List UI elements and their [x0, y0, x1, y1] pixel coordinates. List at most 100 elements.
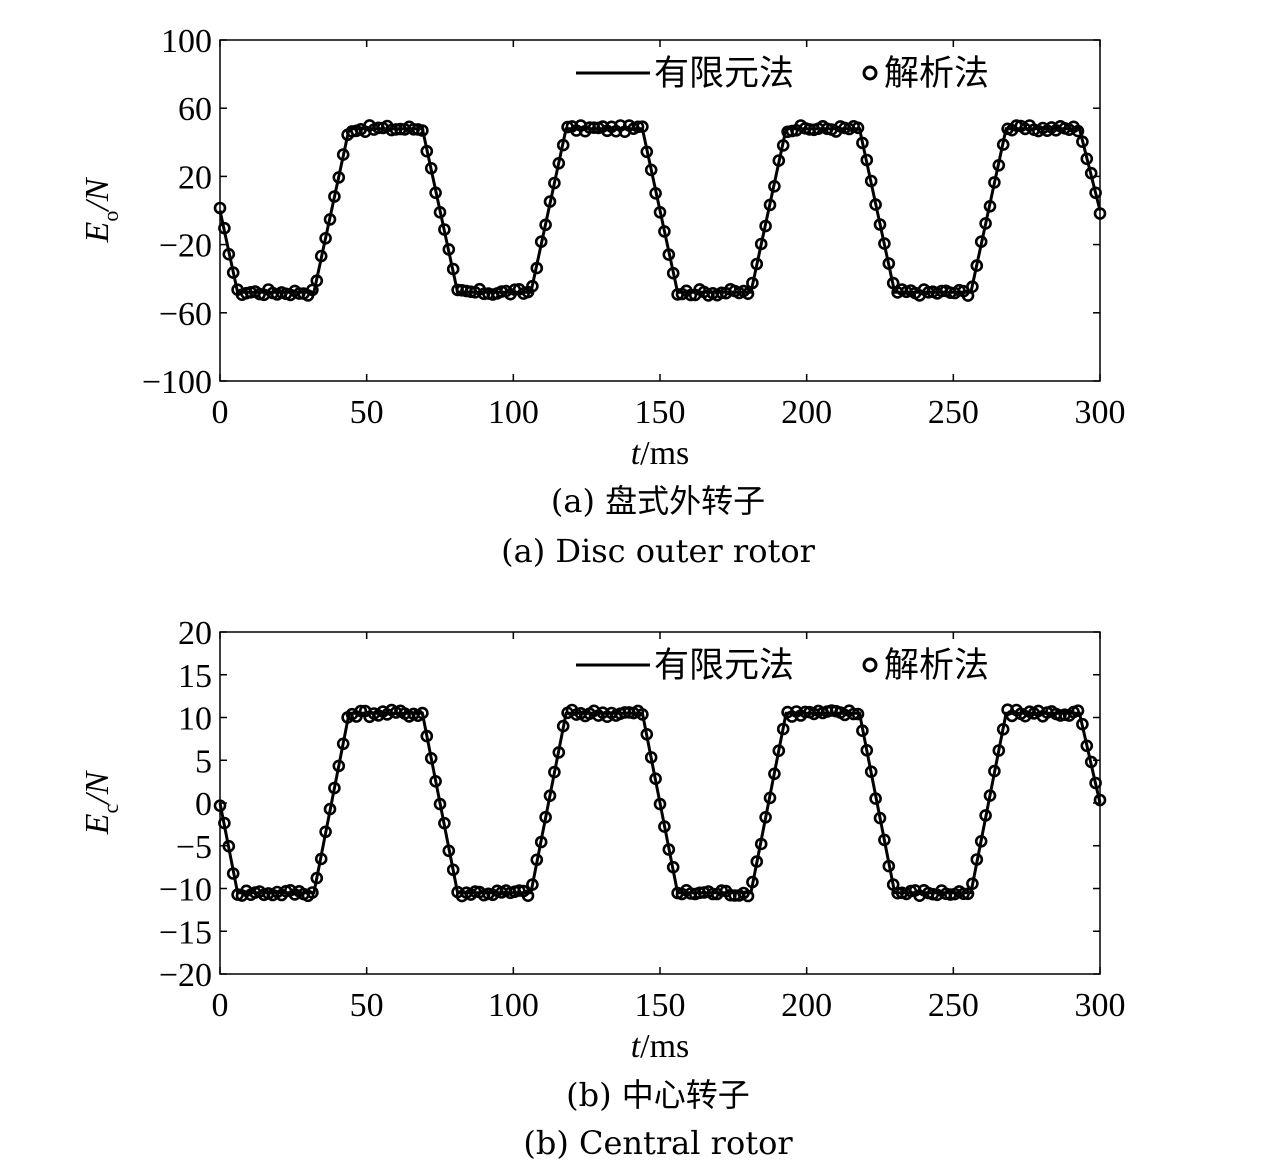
analytic-point	[746, 276, 759, 290]
analytic-point	[856, 724, 869, 738]
caption-english: (b) Central rotor	[523, 1124, 793, 1162]
analytic-point	[530, 853, 544, 867]
analytic-point	[869, 198, 882, 211]
analytic-point	[323, 213, 337, 226]
analytic-point	[429, 774, 442, 788]
x-tick-label: 0	[212, 987, 229, 1024]
analytic-point	[763, 791, 777, 805]
y-axis-subscript: o	[98, 211, 123, 222]
analytic-point	[446, 863, 460, 877]
analytic-point	[438, 816, 451, 830]
y-tick-label: −5	[176, 829, 212, 866]
analytic-point	[1071, 124, 1085, 138]
analytic-point	[314, 852, 328, 866]
x-tick-label: 100	[488, 394, 539, 431]
analytic-point	[213, 201, 227, 215]
legend-circle-swatch	[862, 65, 878, 81]
x-tick-label: 150	[635, 987, 686, 1024]
analytic-point	[526, 878, 539, 891]
analytic-point	[336, 148, 350, 161]
y-tick-label: 15	[178, 658, 212, 695]
analytic-point	[354, 704, 368, 718]
analytic-point	[961, 887, 975, 901]
chart-central-rotor: 0 50 100 150 200 250 30020151050−5−10−15−20t/m…	[79, 615, 1126, 1162]
analytic-point	[446, 262, 460, 276]
analytic-point	[988, 176, 1001, 189]
legend-fem-label: 有限元法	[654, 54, 794, 94]
legend-analytic-label: 解析法	[884, 646, 989, 686]
analytic-point	[543, 195, 557, 208]
analytic-point	[306, 886, 319, 899]
analytic-point	[1076, 717, 1089, 731]
analytic-point	[332, 171, 346, 184]
analytic-point	[1093, 793, 1107, 807]
analytic-point	[653, 797, 667, 811]
analytic-point	[873, 218, 887, 231]
y-tick-label: 20	[178, 159, 212, 196]
series-fem-line	[218, 127, 1102, 294]
analytic-point	[768, 767, 781, 781]
analytic-point	[649, 772, 662, 786]
y-axis-unit: /N	[79, 769, 116, 805]
analytic-point	[640, 727, 654, 741]
legend-circle-swatch	[862, 657, 878, 673]
x-tick-label: 300	[1075, 394, 1126, 431]
y-tick-label: 10	[178, 701, 212, 738]
y-tick-label: −60	[159, 296, 212, 333]
analytic-point	[754, 237, 768, 251]
analytic-point	[996, 138, 1010, 151]
analytic-point	[1089, 776, 1102, 790]
y-tick-label: −20	[159, 957, 212, 994]
x-tick-label: 200	[781, 987, 832, 1024]
analytic-point	[750, 855, 764, 868]
analytic-point	[856, 136, 869, 150]
analytic-point	[438, 223, 451, 236]
analytic-point	[750, 257, 764, 271]
analytic-point	[556, 719, 570, 733]
analytic-point	[552, 157, 566, 170]
x-tick-label: 200	[781, 394, 832, 431]
y-axis-variable: E	[79, 221, 116, 243]
analytic-point	[1080, 739, 1094, 753]
analytic-point	[974, 235, 988, 248]
y-tick-label: 60	[178, 91, 212, 128]
x-tick-label: 50	[350, 394, 384, 431]
analytic-point	[741, 287, 755, 301]
analytic-point	[983, 200, 997, 213]
analytic-point	[213, 799, 227, 813]
analytic-point	[988, 764, 1001, 778]
analytic-point	[222, 247, 236, 261]
analytic-point	[640, 145, 654, 159]
analytic-point	[776, 722, 790, 736]
analytic-point	[970, 259, 984, 272]
legend-fem-label: 有限元法	[654, 646, 794, 686]
y-tick-label: −100	[142, 364, 212, 401]
analytic-point	[323, 802, 337, 816]
analytic-point	[996, 722, 1010, 736]
y-tick-label: −20	[159, 228, 212, 265]
analytic-point	[662, 248, 676, 261]
analytic-point	[957, 887, 970, 901]
analytic-point	[636, 120, 649, 133]
x-axis-unit: /ms	[640, 435, 689, 472]
y-axis-unit: /N	[79, 176, 116, 212]
analytic-point	[763, 198, 777, 212]
analytic-point	[772, 744, 786, 758]
analytic-point	[882, 859, 896, 873]
analytic-point	[746, 875, 759, 889]
analytic-point	[1093, 207, 1107, 220]
analytic-point	[319, 825, 332, 839]
analytic-point	[666, 266, 680, 280]
x-tick-label: 50	[350, 987, 384, 1024]
legend: 有限元法 解析法	[576, 646, 989, 686]
chart-disc-outer-rotor: 0 50 100 150 200 250 300 100 60 20 −20 −60 −100 t/ms E…	[79, 23, 1126, 570]
analytic-point	[966, 877, 979, 891]
analytic-point	[772, 154, 786, 167]
x-tick-label: 100	[488, 987, 539, 1024]
y-tick-label: −10	[159, 872, 212, 909]
analytic-point	[658, 820, 671, 833]
analytic-point	[970, 853, 984, 866]
y-tick-label: 20	[178, 615, 212, 652]
series-analytic-markers	[213, 119, 1107, 302]
x-tick-label: 300	[1075, 987, 1126, 1024]
